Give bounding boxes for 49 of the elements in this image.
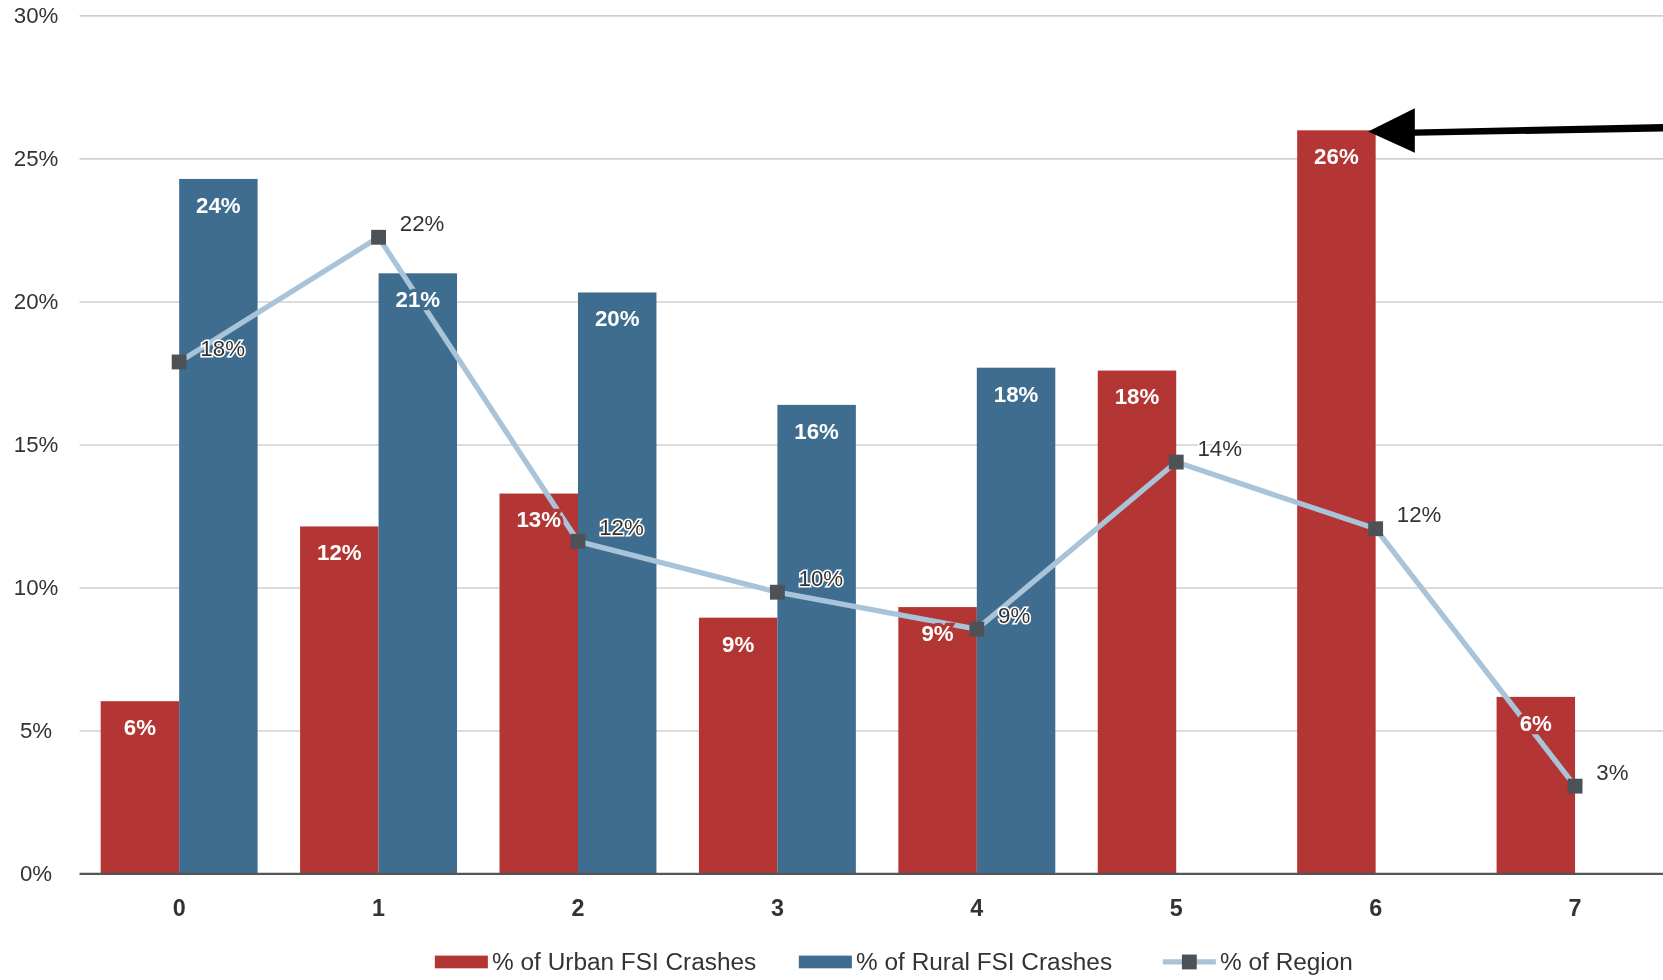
bar	[1297, 130, 1376, 874]
bar	[300, 526, 379, 874]
data-label: 16%	[794, 418, 840, 444]
y-tick-label: 15%	[13, 432, 59, 458]
data-label: 20%	[594, 306, 640, 332]
bar	[499, 493, 578, 874]
x-tick-label: 1	[372, 895, 386, 922]
bar	[777, 404, 856, 874]
x-tick-label: 2	[571, 895, 585, 922]
data-label: 9%	[998, 602, 1031, 628]
legend-label: % of Region	[1220, 948, 1353, 976]
data-label: 18%	[1114, 384, 1160, 410]
legend-label: % of Urban FSI Crashes	[492, 948, 757, 976]
y-tick-label: 10%	[13, 575, 59, 601]
x-tick-label: 5	[1169, 895, 1183, 922]
y-tick-label: 0%	[19, 861, 53, 887]
data-label: 26%	[1314, 144, 1359, 170]
bar	[976, 367, 1056, 874]
data-label: 18%	[993, 381, 1039, 407]
data-label: 6%	[123, 715, 157, 741]
y-tick-label: 20%	[13, 289, 59, 315]
x-tick-label: 4	[970, 895, 984, 922]
data-label: 24%	[196, 192, 241, 218]
x-tick-label: 0	[172, 895, 186, 922]
data-label: 14%	[1197, 435, 1243, 461]
data-label: 9%	[722, 631, 755, 657]
data-label: 12%	[1396, 502, 1442, 528]
bar	[179, 178, 258, 874]
data-label: 12%	[317, 540, 362, 566]
data-label: 13%	[516, 507, 562, 533]
bar	[898, 607, 977, 874]
bar	[100, 701, 180, 874]
x-tick-label: 3	[770, 895, 784, 922]
legend-label: % of Rural FSI Crashes	[856, 948, 1113, 976]
y-tick-label: 30%	[13, 3, 59, 29]
data-label: 10%	[798, 565, 844, 591]
y-tick-label: 5%	[19, 718, 53, 744]
data-label: 12%	[599, 514, 644, 540]
x-tick-label: 6	[1369, 895, 1383, 922]
bar	[378, 273, 458, 874]
bar	[1097, 370, 1177, 874]
x-tick-label: 7	[1568, 895, 1582, 922]
data-label: 18%	[200, 335, 245, 361]
bar	[698, 617, 778, 874]
data-label: 9%	[921, 621, 954, 647]
data-label: 3%	[1596, 759, 1629, 785]
bar	[577, 292, 657, 874]
data-label: 22%	[399, 210, 445, 236]
y-tick-label: 25%	[13, 146, 59, 172]
